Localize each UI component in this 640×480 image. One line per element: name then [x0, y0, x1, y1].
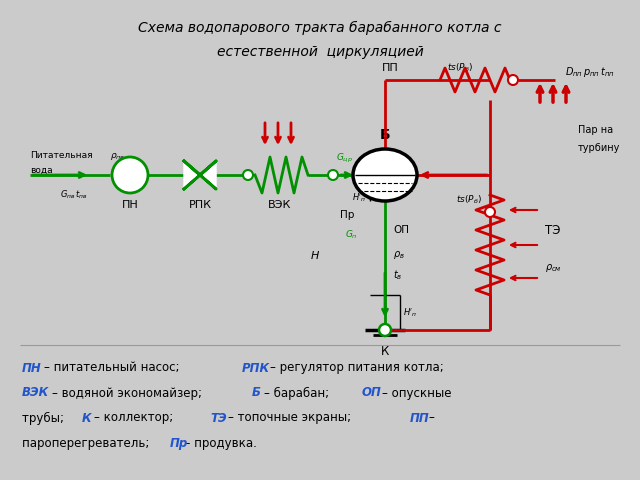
Text: $\rho_{см}$: $\rho_{см}$ — [545, 262, 562, 274]
Text: – опускные: – опускные — [382, 386, 451, 399]
Text: – регулятор питания котла;: – регулятор питания котла; — [270, 361, 444, 374]
Text: ПН: ПН — [122, 200, 138, 210]
Text: $t_в$: $t_в$ — [393, 268, 403, 282]
Text: К: К — [82, 411, 92, 424]
Text: $D_{пп}\,p_{пп}\,t_{пп}$: $D_{пп}\,p_{пп}\,t_{пп}$ — [565, 65, 615, 79]
Text: – барабан;: – барабан; — [264, 386, 333, 399]
Text: $G_{пв}\,t_{пв}$: $G_{пв}\,t_{пв}$ — [60, 189, 88, 201]
Text: – водяной экономайзер;: – водяной экономайзер; — [52, 386, 205, 399]
Text: К: К — [381, 345, 389, 358]
Text: ПП: ПП — [381, 63, 398, 73]
Text: турбину: турбину — [578, 143, 620, 153]
Text: пароперегреватель;: пароперегреватель; — [22, 436, 153, 449]
Text: – топочные экраны;: – топочные экраны; — [228, 411, 355, 424]
Text: ПН: ПН — [22, 361, 42, 374]
Circle shape — [328, 170, 338, 180]
Text: Пар на: Пар на — [578, 125, 613, 135]
Circle shape — [112, 157, 148, 193]
Text: Б: Б — [380, 128, 390, 142]
Text: Питательная: Питательная — [30, 151, 93, 159]
Text: $\rho_{пв}$: $\rho_{пв}$ — [110, 152, 125, 163]
Text: ВЭК: ВЭК — [268, 200, 292, 210]
Text: трубы;: трубы; — [22, 411, 68, 424]
Text: - продувка.: - продувка. — [186, 436, 257, 449]
Text: $H'_п$: $H'_п$ — [353, 192, 367, 204]
Text: ТЭ: ТЭ — [545, 224, 561, 237]
Text: ВЭК: ВЭК — [22, 386, 49, 399]
Text: – коллектор;: – коллектор; — [94, 411, 177, 424]
Text: $\rho_в$: $\rho_в$ — [393, 249, 404, 261]
Text: $H'_п$: $H'_п$ — [403, 306, 417, 319]
Text: Б: Б — [252, 386, 261, 399]
Circle shape — [243, 170, 253, 180]
Text: ОП: ОП — [393, 225, 409, 235]
Polygon shape — [184, 161, 200, 189]
Text: $G_п$: $G_п$ — [345, 229, 358, 241]
Text: ПП: ПП — [410, 411, 429, 424]
Text: $H$: $H$ — [310, 249, 320, 261]
Text: Пр: Пр — [340, 210, 355, 220]
Text: $ts(P_б)$: $ts(P_б)$ — [447, 62, 473, 74]
Text: $ts(P_б)$: $ts(P_б)$ — [456, 194, 482, 206]
Text: ОП: ОП — [362, 386, 382, 399]
Text: вода: вода — [30, 166, 52, 175]
Text: –: – — [428, 411, 434, 424]
Circle shape — [508, 75, 518, 85]
Text: ТЭ: ТЭ — [210, 411, 227, 424]
Text: $G_{цр}$: $G_{цр}$ — [337, 152, 353, 165]
Text: – питательный насос;: – питательный насос; — [44, 361, 183, 374]
Polygon shape — [200, 161, 216, 189]
Text: естественной  циркуляцией: естественной циркуляцией — [216, 45, 424, 59]
Ellipse shape — [353, 149, 417, 201]
Text: Пр: Пр — [170, 436, 188, 449]
Circle shape — [379, 324, 391, 336]
Text: РПК: РПК — [242, 361, 270, 374]
Circle shape — [485, 207, 495, 217]
Text: Схема водопарового тракта барабанного котла с: Схема водопарового тракта барабанного ко… — [138, 21, 502, 35]
Text: РПК: РПК — [189, 200, 211, 210]
